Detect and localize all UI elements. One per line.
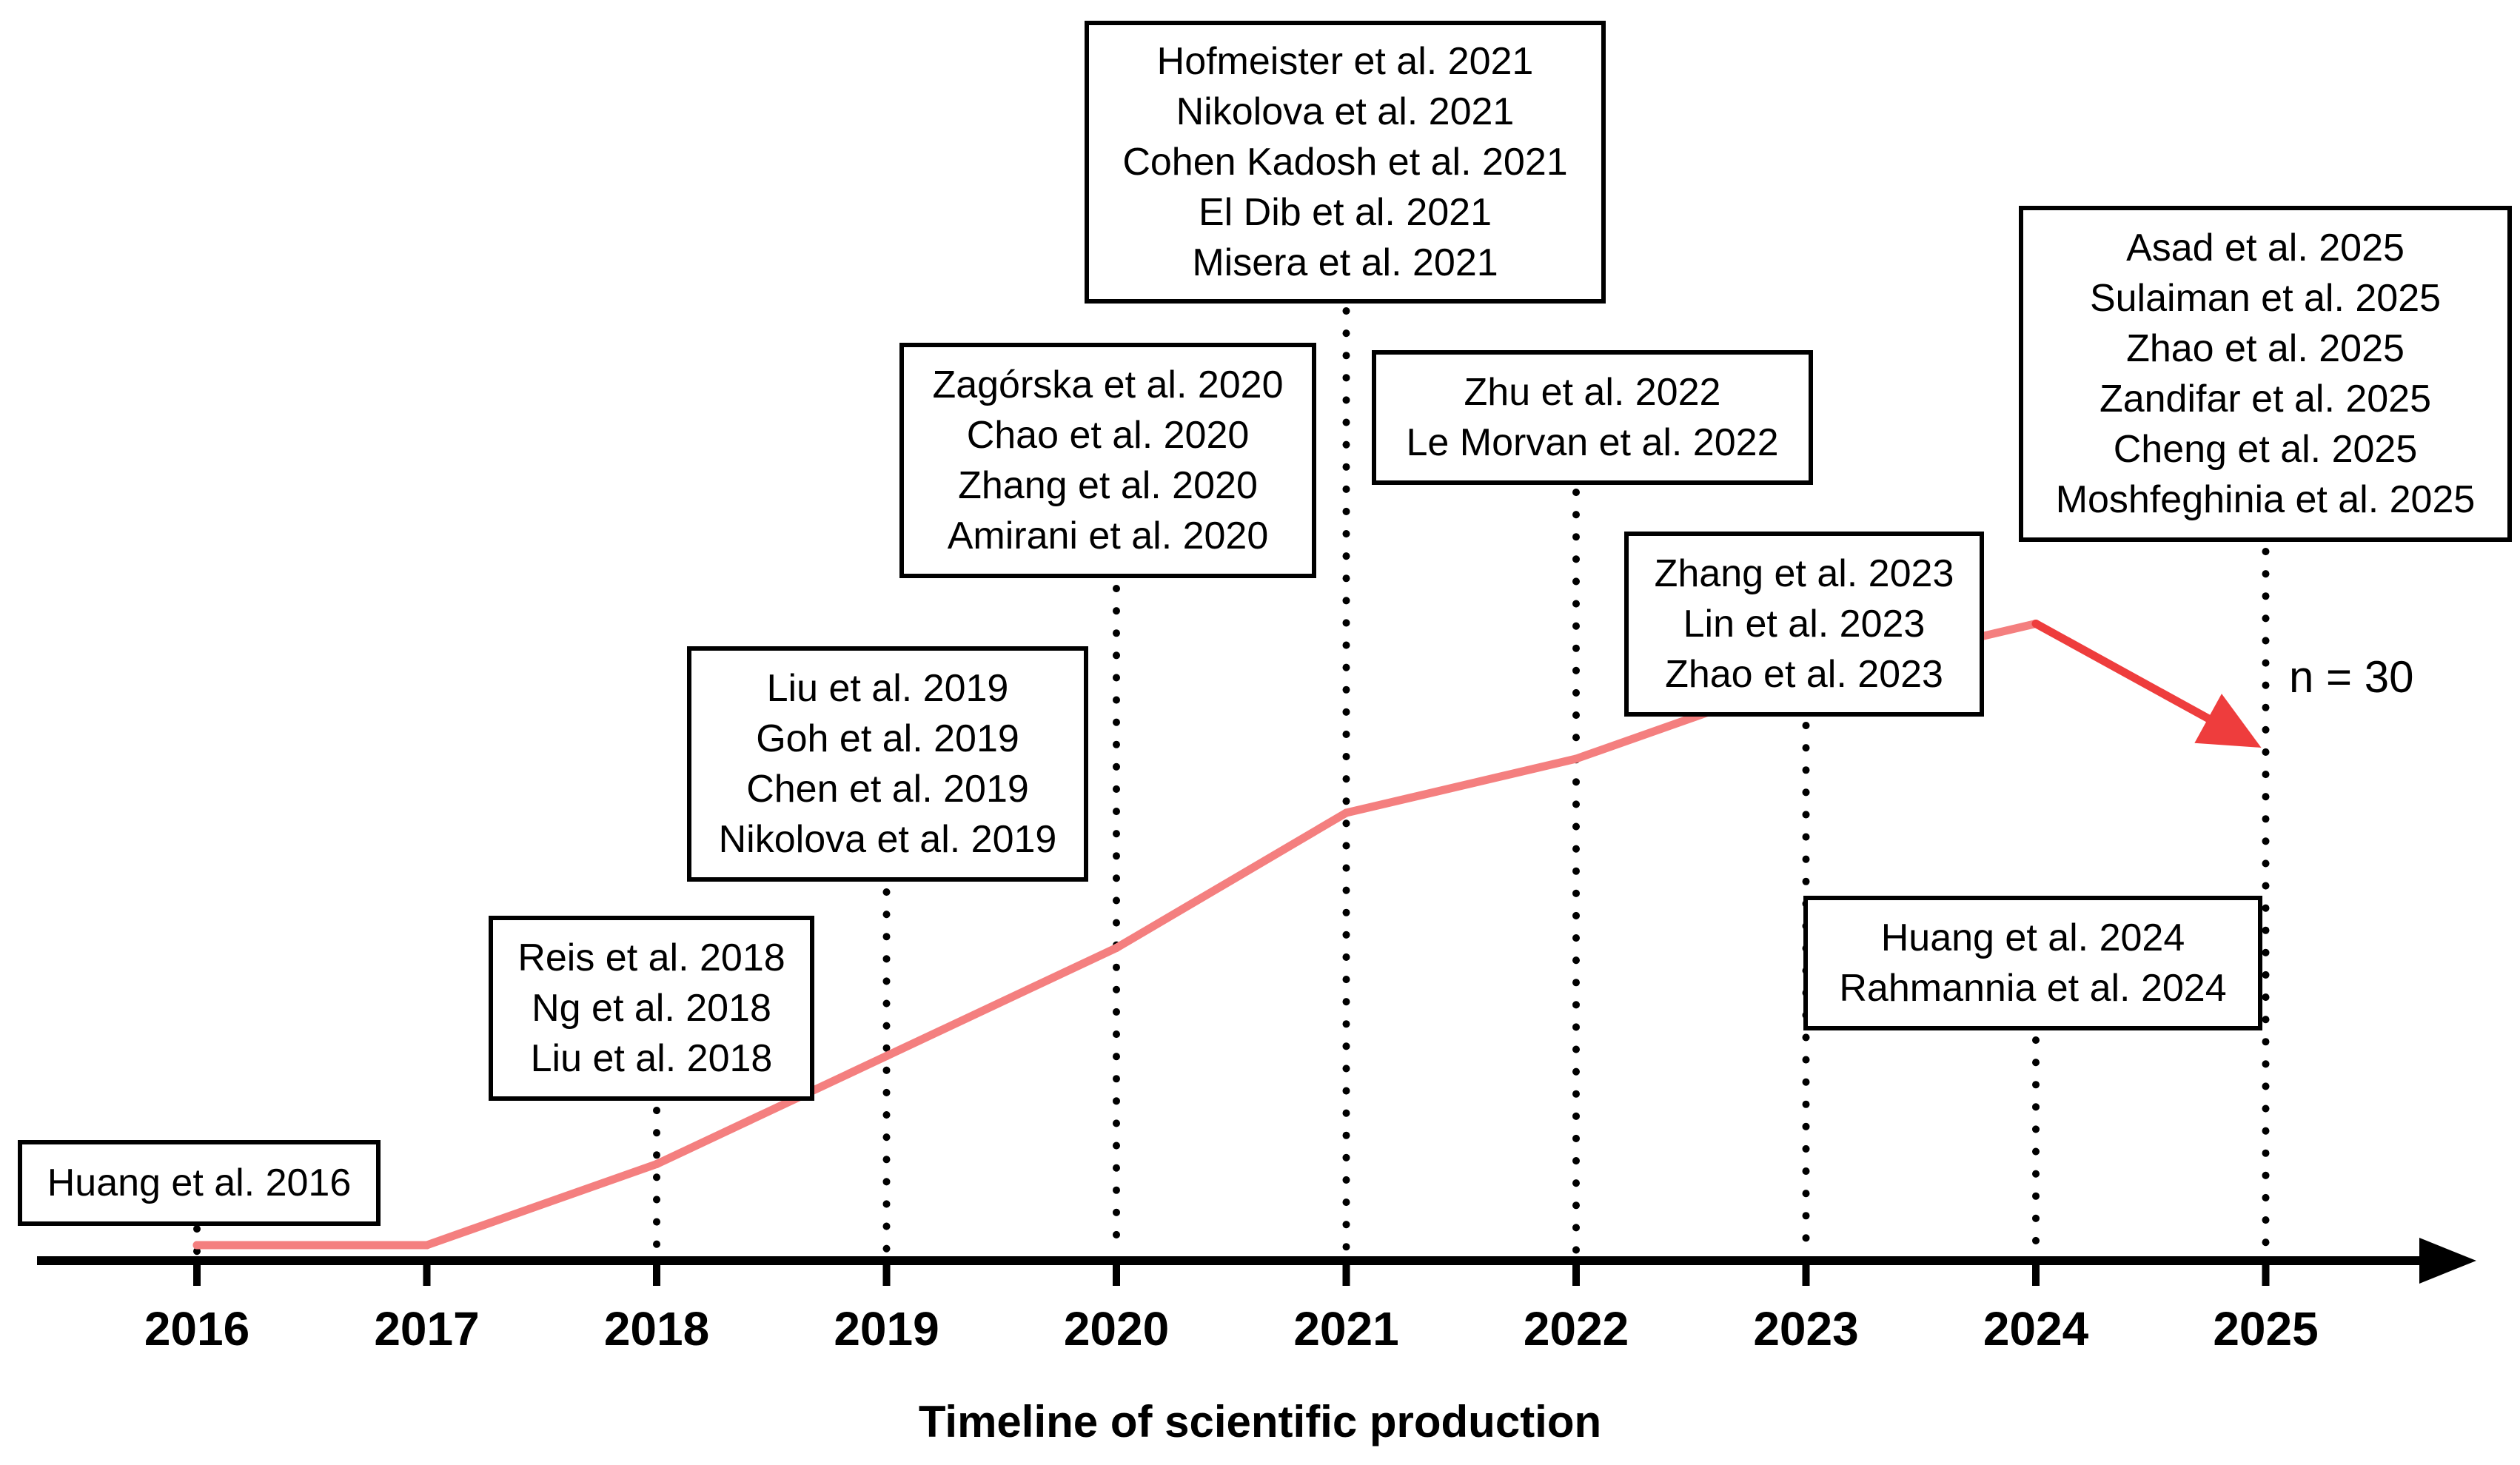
publication-entry: Zhao et al. 2025 <box>2126 327 2405 370</box>
publication-entry: El Dib et al. 2021 <box>1198 191 1492 234</box>
publication-entry: Chen et al. 2019 <box>746 768 1029 811</box>
publication-entry: Le Morvan et al. 2022 <box>1406 421 1779 464</box>
publication-entry: Misera et al. 2021 <box>1192 241 1498 284</box>
year-label-2023: 2023 <box>1753 1302 1859 1355</box>
publication-box-2018: Reis et al. 2018 Ng et al. 2018 Liu et al.… <box>489 916 814 1101</box>
trend-segment-2020-2021 <box>1112 808 1350 952</box>
publication-entry: Zhang et al. 2020 <box>958 464 1258 507</box>
publication-box-2024: Huang et al. 2024 Rahmannia et al. 2024 <box>1803 896 2262 1030</box>
year-label-2022: 2022 <box>1523 1302 1629 1355</box>
year-label-2016: 2016 <box>144 1302 250 1355</box>
publication-box-2019: Liu et al. 2019 Goh et al. 2019 Chen et al… <box>687 646 1088 882</box>
publication-entry: Liu et al. 2019 <box>766 667 1009 710</box>
trend-point-2019 <box>882 1052 891 1060</box>
trend-point-2020 <box>1112 944 1121 952</box>
year-label-2021: 2021 <box>1293 1302 1399 1355</box>
publication-entry: Rahmannia et al. 2024 <box>1839 967 2227 1010</box>
publication-box-2016: Huang et al. 2016 <box>18 1140 381 1226</box>
publication-entry: Chao et al. 2020 <box>966 414 1250 457</box>
trend-point-2022 <box>1572 754 1581 763</box>
year-label-2025: 2025 <box>2213 1302 2319 1355</box>
publication-entry: Asad et al. 2025 <box>2126 227 2405 269</box>
trend-segment-2021-2022 <box>1342 754 1581 817</box>
publication-entry: Cheng et al. 2025 <box>2113 428 2418 471</box>
publication-entry: Moshfeghinia et al. 2025 <box>2055 478 2476 521</box>
publication-entry: Amirani et al. 2020 <box>947 514 1269 557</box>
trend-point-2017 <box>423 1241 431 1250</box>
publication-entry: Sulaiman et al. 2025 <box>2089 277 2442 320</box>
publication-entry: Nikolova et al. 2021 <box>1176 90 1515 133</box>
publication-entry: Reis et al. 2018 <box>517 936 785 979</box>
publication-entry: Lin et al. 2023 <box>1683 603 1926 646</box>
trend-arrowhead <box>2194 694 2262 748</box>
year-label-2018: 2018 <box>603 1302 710 1355</box>
publication-box-2025: Asad et al. 2025 Sulaiman et al. 2025 Zhao… <box>2019 206 2512 542</box>
trend-segment-2019-2020 <box>882 944 1121 1060</box>
publication-box-2022: Zhu et al. 2022 Le Morvan et al. 2022 <box>1372 350 1813 485</box>
trend-point-2021 <box>1342 808 1350 817</box>
publication-entry: Cohen Kadosh et al. 2021 <box>1122 141 1568 184</box>
year-label-2019: 2019 <box>834 1302 939 1355</box>
publication-entry: Liu et al. 2018 <box>530 1037 773 1080</box>
trend-point-2016 <box>192 1241 201 1250</box>
x-axis-title: Timeline of scientific production <box>918 1397 1602 1446</box>
publication-entry: Zandifar et al. 2025 <box>2099 378 2432 420</box>
publication-entry: Ng et al. 2018 <box>532 987 771 1030</box>
trend-segment-2018-2019 <box>652 1052 891 1168</box>
trend-point-2018 <box>652 1160 661 1168</box>
year-label-2017: 2017 <box>374 1302 480 1355</box>
publication-entry: Nikolova et al. 2019 <box>718 818 1057 861</box>
publication-box-2023: Zhang et al. 2023 Lin et al. 2023 Zhao et … <box>1624 532 1984 717</box>
publication-entry: Hofmeister et al. 2021 <box>1156 40 1534 83</box>
publication-entry: Goh et al. 2019 <box>756 717 1019 760</box>
trend-segment-2017-2018 <box>423 1160 661 1250</box>
publication-box-2021: Hofmeister et al. 2021 Nikolova et al. 20… <box>1085 21 1606 304</box>
publication-entry: Huang et al. 2016 <box>47 1161 352 1204</box>
publication-entry: Huang et al. 2024 <box>1880 916 2185 959</box>
total-count-label: n = 30 <box>2289 652 2414 702</box>
publication-box-2020: Zagórska et al. 2020 Chao et al. 2020 Zhan… <box>899 343 1316 578</box>
publication-entry: Zhao et al. 2023 <box>1665 653 1943 696</box>
timeline-axis-arrowhead <box>2419 1238 2476 1284</box>
publication-entry: Zagórska et al. 2020 <box>932 363 1284 406</box>
publication-entry: Zhang et al. 2023 <box>1654 552 1954 595</box>
year-label-2020: 2020 <box>1063 1302 1170 1355</box>
publication-entry: Zhu et al. 2022 <box>1464 371 1721 414</box>
year-label-2024: 2024 <box>1983 1302 2089 1355</box>
trend-arrow-shaft <box>2031 620 2213 723</box>
